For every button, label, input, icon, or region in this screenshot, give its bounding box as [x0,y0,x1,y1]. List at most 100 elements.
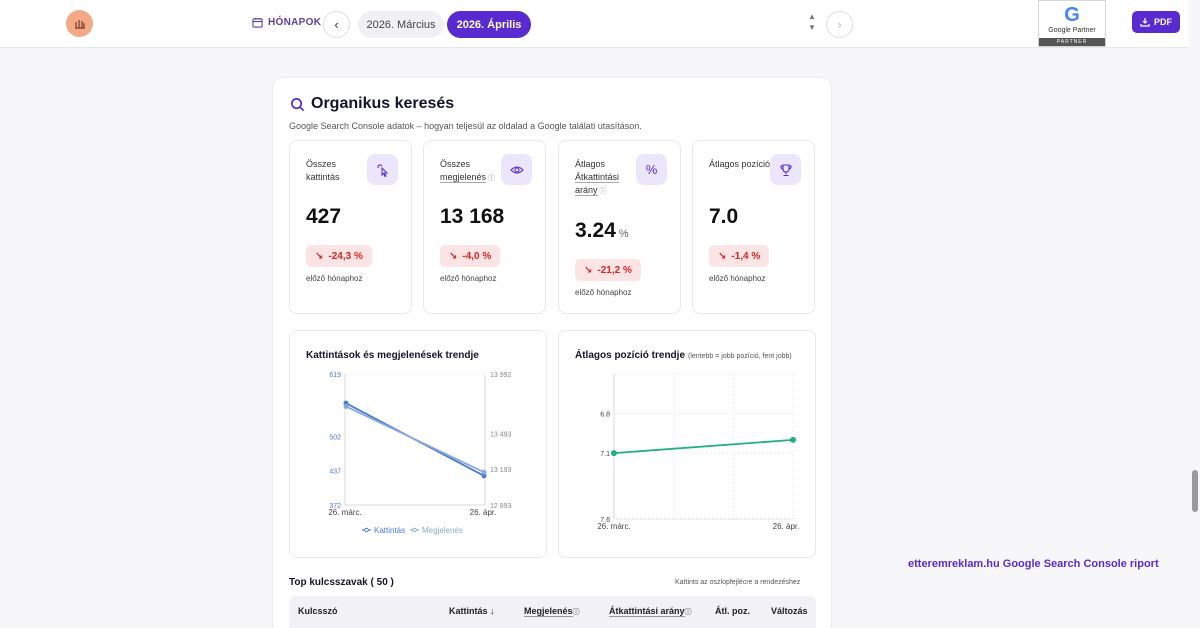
month-pill-april[interactable]: 2026. Április [447,11,531,38]
section-title: Organikus keresés [290,95,454,113]
page-scrollbar-thumb[interactable] [1192,470,1198,512]
stat-label-pre: Összes [440,159,471,169]
stat-label: Összes kattintás [306,159,340,182]
section-title-text: Organikus keresés [311,95,455,112]
right-tick-label: 13 992 [490,372,512,379]
month-scroll-arrows[interactable]: ▲ ▼ [808,12,816,32]
clicks-impressions-chart: Kattintások és megjelenések trendje 619 5… [289,330,547,558]
search-icon [291,97,305,111]
column-keyword[interactable]: Kulcsszó [298,606,338,616]
data-point [481,473,487,479]
x-tick-label: 26. márc. [597,522,630,531]
calendar-icon [252,17,263,28]
series-line-impressions [345,405,485,474]
position-trend-svg: 6.8 7.1 7.626. márc. 26. ápr. [597,373,800,531]
data-point [790,436,796,443]
stat-unit: % [618,228,629,240]
info-icon[interactable]: ⓘ [684,609,692,616]
stat-card-ctr: Átlagos Átkattintási arány ⓘ % 3.24% ↘ -21… [558,140,681,314]
stat-card-clicks: Összes kattintás 427 ↘ -24,3 % előző hóna… [289,140,412,314]
report-brand-footer: etteremreklam.hu Google Search Console r… [908,558,1159,570]
stat-change-value: -21,2 % [597,264,632,276]
data-point [611,450,617,457]
series-line-position [613,439,794,454]
keywords-title: Top kulcsszavak ( 50 ) [289,577,394,588]
stat-change-badge: ↘ -21,2 % [575,259,641,281]
pdf-label: PDF [1154,17,1172,27]
left-tick-label: 502 [329,434,341,441]
partner-badge-text: Google Partner [1048,27,1096,34]
legend-label: Kattintás [374,526,405,535]
data-point [343,403,349,409]
y-tick-label: 7.1 [600,451,610,458]
section-subtitle: Google Search Console adatok – hogyan te… [289,121,642,131]
caret-up-icon[interactable]: ▲ [808,12,816,21]
stat-value-number: 3.24 [575,219,616,242]
stat-note: előző hónaphoz [575,288,632,297]
data-point [481,469,487,475]
stat-value: 13 168 [440,205,504,229]
next-month-button[interactable]: › [826,11,853,38]
prev-month-button[interactable]: ‹ [323,11,350,38]
trend-down-icon: ↘ [718,250,727,262]
stat-change-badge: ↘ -4,0 % [440,245,501,267]
stat-label: Átlagos Átkattintási arány ⓘ [575,158,637,198]
chart-subtitle: (lentebb = jobb pozíció, fent jobb) [688,353,792,360]
info-icon[interactable]: ⓘ [572,609,580,616]
months-label-text: HÓNAPOK [268,17,322,28]
chart-title-text: Átlagos pozíció trendje [575,350,686,361]
stat-card-position: Átlagos pozíció 7.0 ↘ -1,4 % előző hónaph… [692,140,815,314]
stat-label-underlined[interactable]: Átkattintási arány [575,172,620,196]
sort-down-icon: ↓ [490,606,495,616]
right-tick-label: 13 193 [490,467,512,474]
left-tick-label: 372 [329,503,341,510]
keywords-table-header: Kulcsszó Kattintás ↓ Megjelenésⓘ Átkatti… [289,596,816,628]
column-impressions-label: Megjelenés [524,606,573,617]
month-pill-march[interactable]: 2026. Március [358,11,444,38]
stat-label-pre: Átlagos [575,159,606,169]
column-clicks[interactable]: Kattintás ↓ [449,606,495,616]
info-icon[interactable]: ⓘ [597,188,607,195]
stat-change-value: -4,0 % [462,250,492,262]
stat-note: előző hónaphoz [306,274,363,283]
stat-value: 3.24% [575,219,629,243]
trend-down-icon: ↘ [315,250,324,262]
stat-label: Összes megjelenés ⓘ [440,158,502,185]
legend-label: Megjelenés [422,526,463,535]
stat-card-impressions: Összes megjelenés ⓘ 13 168 ↘ -4,0 % előző … [423,140,546,314]
months-label: HÓNAPOK [252,17,321,28]
y-tick-label: 7.6 [600,517,610,524]
chart-title: Kattintások és megjelenések trendje [306,350,479,361]
stat-value-number: 7.0 [709,205,739,228]
trend-down-icon: ↘ [449,250,458,262]
stat-label-underlined[interactable]: megjelenés [440,172,487,183]
position-trend-chart: Átlagos pozíció trendje (lentebb = jobb p… [558,330,816,558]
top-bar: HÓNAPOK ‹ 2026. Március 2026. Április ▲ … [0,0,1188,48]
x-tick-label: 26. ápr. [470,508,497,517]
keywords-sort-hint: Kattints az oszlopfejlécre a rendezéshez [675,579,801,586]
stat-value: 7.0 [709,205,738,229]
chevron-left-icon: ‹ [334,17,339,32]
pdf-download-button[interactable]: PDF [1132,11,1180,33]
legend-marker [412,527,417,533]
right-tick-label: 13 493 [490,431,512,438]
info-icon[interactable]: ⓘ [486,175,495,182]
google-g-logo: G [1064,4,1080,26]
eye-icon [501,154,532,185]
stat-change-value: -24,3 % [328,250,363,262]
chart-title: Átlagos pozíció trendje (lentebb = jobb p… [575,350,792,361]
x-tick-label: 26. márc. [328,508,361,517]
x-tick-label: 26. ápr. [773,522,800,531]
column-change[interactable]: Változás [771,606,808,616]
brand-logo[interactable] [66,10,93,37]
partner-badge-tag: PARTNER [1039,38,1105,46]
column-ctr[interactable]: Átkattintási arányⓘ [609,606,692,617]
legend-marker [364,527,369,533]
column-position[interactable]: Átl. poz. [715,606,750,616]
chevron-right-icon: › [837,17,842,32]
stat-value-number: 427 [306,205,342,228]
column-impressions[interactable]: Megjelenésⓘ [524,606,580,617]
caret-down-icon[interactable]: ▼ [808,23,816,32]
trend-down-icon: ↘ [584,264,593,276]
